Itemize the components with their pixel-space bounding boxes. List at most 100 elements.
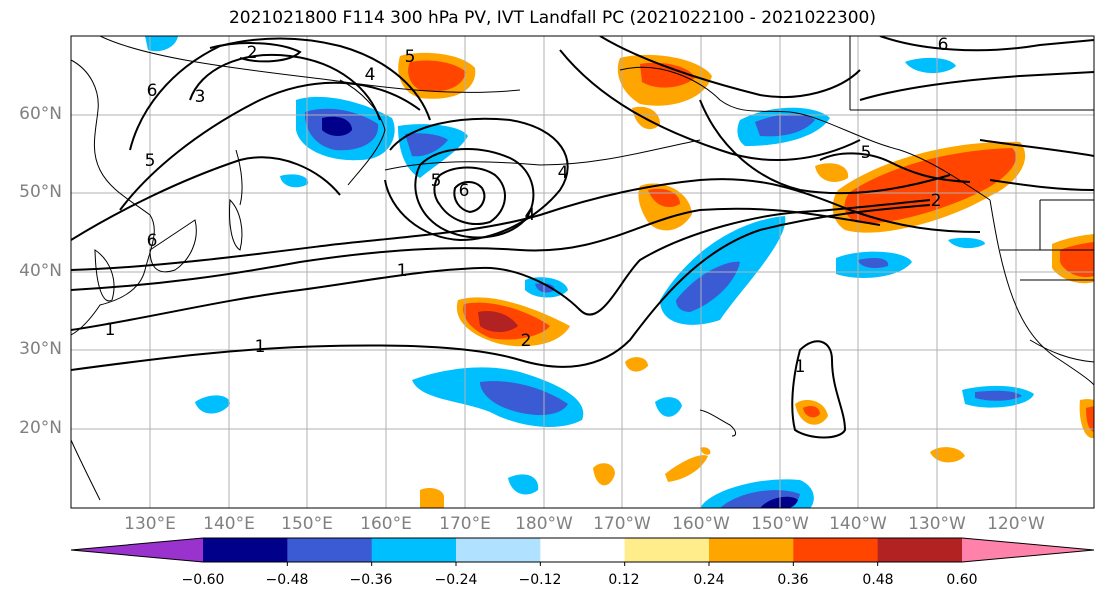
colorbar-tick-label: −0.12 bbox=[518, 572, 562, 588]
lon-label: 140°W bbox=[829, 514, 887, 534]
hawaii-islands bbox=[699, 409, 737, 437]
anomaly-patch bbox=[948, 237, 985, 249]
anomaly-patch bbox=[655, 397, 682, 417]
contour-label: 4 bbox=[558, 163, 569, 183]
pv-contour bbox=[699, 99, 951, 195]
anomaly-patch bbox=[1060, 242, 1094, 278]
anomaly-patch bbox=[195, 395, 230, 414]
sakhalin-coastline bbox=[235, 149, 243, 206]
lon-label: 170°E bbox=[439, 514, 491, 534]
blue-anomaly-fields bbox=[145, 36, 1034, 508]
colorbar-tick-label: 0.60 bbox=[946, 572, 978, 588]
pv-contour bbox=[129, 37, 431, 151]
contour-label: 2 bbox=[931, 191, 942, 211]
contour-label: 6 bbox=[147, 231, 158, 251]
coastlines bbox=[71, 36, 1094, 501]
contour-label: 5 bbox=[405, 47, 416, 67]
colorbar-tick-label: 0.36 bbox=[777, 572, 809, 588]
pv-contour bbox=[979, 139, 1094, 157]
colorbar-segment bbox=[793, 538, 879, 562]
anomaly-patch bbox=[975, 390, 1022, 401]
anomaly-patch bbox=[625, 357, 648, 372]
canada-coastline bbox=[849, 36, 1094, 281]
colorbar-extend-max bbox=[962, 538, 1094, 562]
colorbar-tick-label: 0.12 bbox=[608, 572, 640, 588]
pv-contour bbox=[384, 117, 569, 242]
asia-coastline bbox=[71, 59, 155, 336]
pv-contour-labels: 2 5 4 6 3 5 6 4 6 5 4 5 2 1 1 1 2 1 6 bbox=[105, 35, 949, 377]
anomaly-patch bbox=[640, 62, 695, 88]
lon-label: 120°W bbox=[987, 514, 1045, 534]
colorbar-tick-label: −0.60 bbox=[181, 572, 225, 588]
pv-contour bbox=[879, 36, 1094, 52]
japan-coastline bbox=[149, 219, 197, 273]
colorbar-segment bbox=[877, 538, 963, 562]
contour-label: 5 bbox=[861, 143, 872, 163]
pv-contour bbox=[209, 42, 302, 63]
contour-label: 1 bbox=[795, 357, 806, 377]
pv-contour bbox=[453, 181, 486, 214]
philippines-coastline bbox=[71, 439, 101, 501]
anomaly-patch bbox=[405, 133, 448, 157]
anomaly-patch bbox=[755, 114, 815, 137]
pv-contour bbox=[71, 156, 341, 241]
japan-coastline bbox=[229, 198, 243, 251]
lat-label: 60°N bbox=[19, 104, 62, 124]
colorbar-extend-min bbox=[71, 538, 203, 562]
kamchatka-coastline bbox=[339, 79, 386, 186]
contour-label: 6 bbox=[459, 181, 470, 201]
anomaly-patch bbox=[700, 447, 711, 455]
pv-contour bbox=[433, 166, 506, 225]
anomaly-patch bbox=[322, 116, 352, 136]
colorbar-segment bbox=[287, 538, 373, 562]
colorbar-segment bbox=[540, 538, 626, 562]
anomaly-patch bbox=[478, 310, 518, 332]
anomaly-patch bbox=[858, 258, 889, 268]
lat-label: 50°N bbox=[19, 182, 62, 202]
lat-label: 40°N bbox=[19, 261, 62, 281]
pv-contour bbox=[71, 204, 931, 371]
pv-contours bbox=[71, 36, 1094, 439]
pv-contour bbox=[119, 81, 421, 211]
colorbar-segment bbox=[624, 538, 710, 562]
colorbar bbox=[70, 537, 1095, 566]
colorbar-tick-label: −0.48 bbox=[265, 572, 309, 588]
mexico-coastline bbox=[1029, 339, 1094, 363]
pv-contour bbox=[559, 49, 861, 162]
anomaly-patch bbox=[1086, 406, 1094, 432]
pv-contour bbox=[189, 54, 381, 121]
lon-label: 130°E bbox=[124, 514, 176, 534]
russia-coastline bbox=[99, 36, 521, 93]
pv-contour bbox=[71, 199, 931, 331]
graticule bbox=[71, 36, 1094, 508]
anomaly-patch bbox=[905, 57, 956, 74]
contour-label: 4 bbox=[365, 65, 376, 85]
anomaly-patch bbox=[408, 60, 466, 92]
colorbar-segment bbox=[371, 538, 457, 562]
colorbar-tick-label: −0.24 bbox=[434, 572, 478, 588]
anomaly-patch bbox=[535, 283, 555, 293]
anomaly-patch bbox=[420, 488, 444, 508]
lon-label: 150°E bbox=[281, 514, 333, 534]
anomaly-patch bbox=[930, 447, 965, 463]
contour-label: 5 bbox=[431, 171, 442, 191]
anomaly-patch bbox=[803, 406, 820, 418]
anomaly-patch bbox=[593, 463, 615, 486]
alaska-coastline bbox=[619, 66, 991, 201]
contour-label: 6 bbox=[938, 35, 949, 55]
lat-label: 20°N bbox=[19, 418, 62, 438]
contour-label: 2 bbox=[247, 43, 258, 63]
colorbar-outline bbox=[70, 537, 1095, 563]
aleutian-islands bbox=[384, 139, 701, 171]
pv-contour bbox=[71, 178, 981, 271]
anomaly-patch bbox=[480, 381, 568, 416]
contour-label: 6 bbox=[147, 81, 158, 101]
contour-label: 5 bbox=[145, 151, 156, 171]
contour-label: 2 bbox=[521, 331, 532, 351]
lon-label: 150°W bbox=[751, 514, 809, 534]
map-frame bbox=[70, 35, 1095, 509]
contour-label: 4 bbox=[525, 205, 536, 225]
colorbar-tick-label: −0.36 bbox=[349, 572, 393, 588]
anomaly-patch bbox=[145, 36, 178, 52]
lon-label: 180°W bbox=[515, 514, 573, 534]
